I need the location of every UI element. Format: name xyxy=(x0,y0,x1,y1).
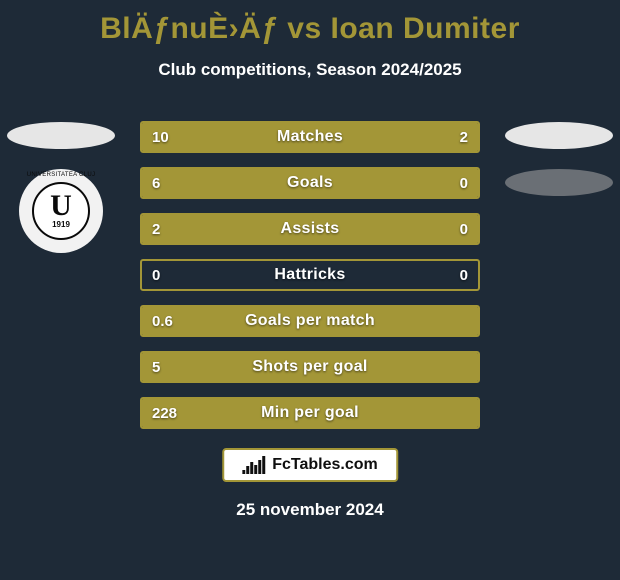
stat-row: 102Matches xyxy=(140,121,480,153)
club-ring-text: UNIVERSITATEA CLUJ xyxy=(27,172,96,178)
stat-label: Assists xyxy=(142,215,478,243)
left-player-logos: UNIVERSITATEA CLUJ U 1919 xyxy=(6,122,116,253)
comparison-bars: 102Matches 60Goals 20Assists 00Hattricks 0.6… xyxy=(140,121,480,429)
club-letter: U xyxy=(50,194,72,218)
stat-row: 60Goals xyxy=(140,167,480,199)
stat-label: Min per goal xyxy=(142,399,478,427)
footer-brand-badge[interactable]: FcTables.com xyxy=(222,448,398,482)
right-flag-oval-top xyxy=(505,122,613,149)
stat-row: 0.6Goals per match xyxy=(140,305,480,337)
left-club-badge: UNIVERSITATEA CLUJ U 1919 xyxy=(19,169,103,253)
stat-label: Hattricks xyxy=(142,261,478,289)
left-flag-oval xyxy=(7,122,115,149)
fctables-logo-icon xyxy=(242,456,266,474)
club-year: 1919 xyxy=(52,220,70,229)
stat-label: Shots per goal xyxy=(142,353,478,381)
stat-label: Goals per match xyxy=(142,307,478,335)
stat-label: Goals xyxy=(142,169,478,197)
stat-row: 20Assists xyxy=(140,213,480,245)
stat-row: 00Hattricks xyxy=(140,259,480,291)
footer-date: 25 november 2024 xyxy=(0,500,620,520)
right-player-logos xyxy=(504,122,614,196)
footer-brand-text: FcTables.com xyxy=(272,456,378,474)
stat-row: 5Shots per goal xyxy=(140,351,480,383)
subtitle: Club competitions, Season 2024/2025 xyxy=(0,60,620,80)
stat-label: Matches xyxy=(142,123,478,151)
stat-row: 228Min per goal xyxy=(140,397,480,429)
page-title: BlÄƒnuÈ›Äƒ vs Ioan Dumiter xyxy=(0,0,620,46)
right-flag-oval-bottom xyxy=(505,169,613,196)
